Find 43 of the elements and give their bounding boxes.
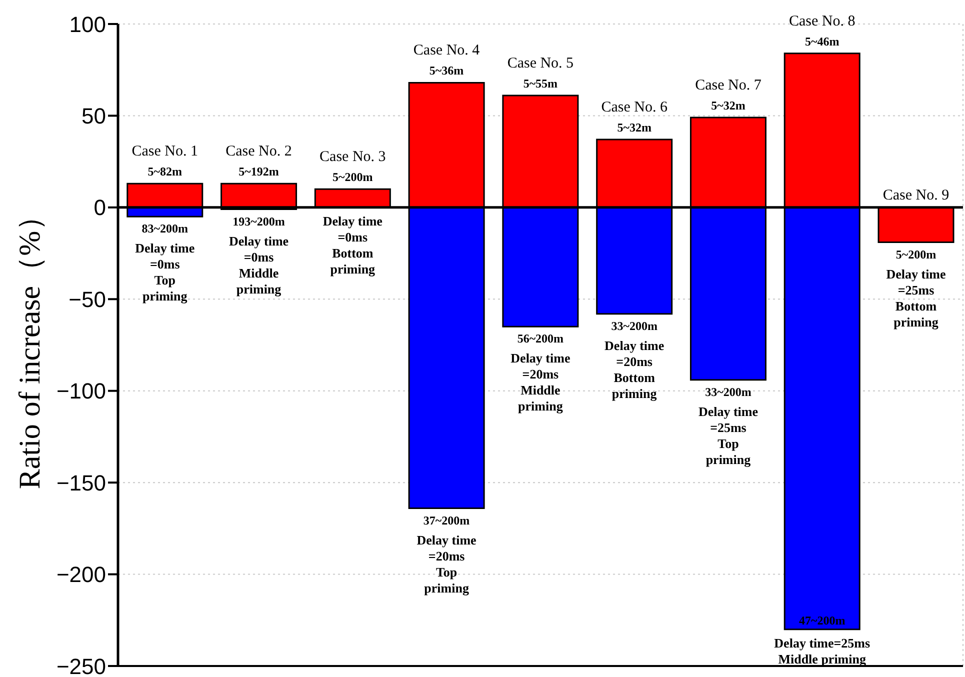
annotation: Delay time =0ms Middle priming (228, 233, 289, 296)
y-tick-label: −150 (56, 470, 106, 496)
x-tick-label: Case No. 8 (788, 13, 856, 30)
y-tick-label: −250 (56, 654, 106, 677)
x-tick-label: Case No. 3 (320, 149, 386, 166)
annotation: Delay time =25ms Bottom priming (886, 266, 946, 330)
x-tick-label: Case No. 9 (882, 187, 950, 204)
annotation: Delay time =20ms Bottom priming (604, 338, 664, 401)
annotation: 83~200m (142, 222, 188, 236)
annotation: 5~55m (523, 76, 558, 91)
annotation: Delay time =0ms Top priming (135, 240, 195, 304)
y-tick-label: −100 (56, 378, 106, 404)
annotation: 193~200m (232, 214, 285, 228)
annotation: 56~200m (517, 332, 564, 346)
x-tick-label: Case No. 6 (601, 100, 668, 116)
x-tick-label: Case No. 4 (413, 42, 480, 59)
x-tick-label: Case No. 7 (695, 78, 762, 94)
y-tick-label: 100 (69, 12, 106, 37)
annotation: Delay time =0ms Bottom priming (322, 213, 383, 276)
annotation: 5~200m (896, 247, 936, 262)
annotation: 5~32m (711, 98, 746, 113)
y-tick-label: 0 (94, 195, 106, 220)
annotation: 33~200m (705, 384, 752, 399)
y-axis-title: Ratio of increase（%） (14, 200, 46, 490)
x-tick-label: Case No. 5 (507, 56, 574, 72)
annotation: Delay time =20ms Middle priming (510, 350, 570, 414)
annotation: Delay time =25ms Top priming (698, 404, 758, 467)
annotation: 5~36m (429, 64, 464, 78)
annotation: 33~200m (611, 318, 658, 333)
annotation: Delay time =20ms Top priming (416, 532, 477, 596)
annotation: 5~82m (148, 164, 182, 179)
annotation: 5~192m (238, 164, 279, 179)
y-tick-label: 50 (82, 104, 106, 129)
x-tick-label: Case No. 2 (226, 144, 292, 160)
annotation: 5~200m (332, 170, 373, 184)
annotation: 5~32m (617, 120, 652, 135)
annotation: 5~46m (804, 34, 840, 48)
x-tick-label: Case No. 1 (132, 144, 198, 160)
y-tick-label: −50 (68, 286, 106, 312)
annotation: 47~200m (798, 613, 846, 628)
y-tick-label: −200 (56, 562, 106, 588)
annotation: 37~200m (423, 513, 470, 528)
annotation: Delay time=25ms Middle priming (774, 635, 870, 666)
